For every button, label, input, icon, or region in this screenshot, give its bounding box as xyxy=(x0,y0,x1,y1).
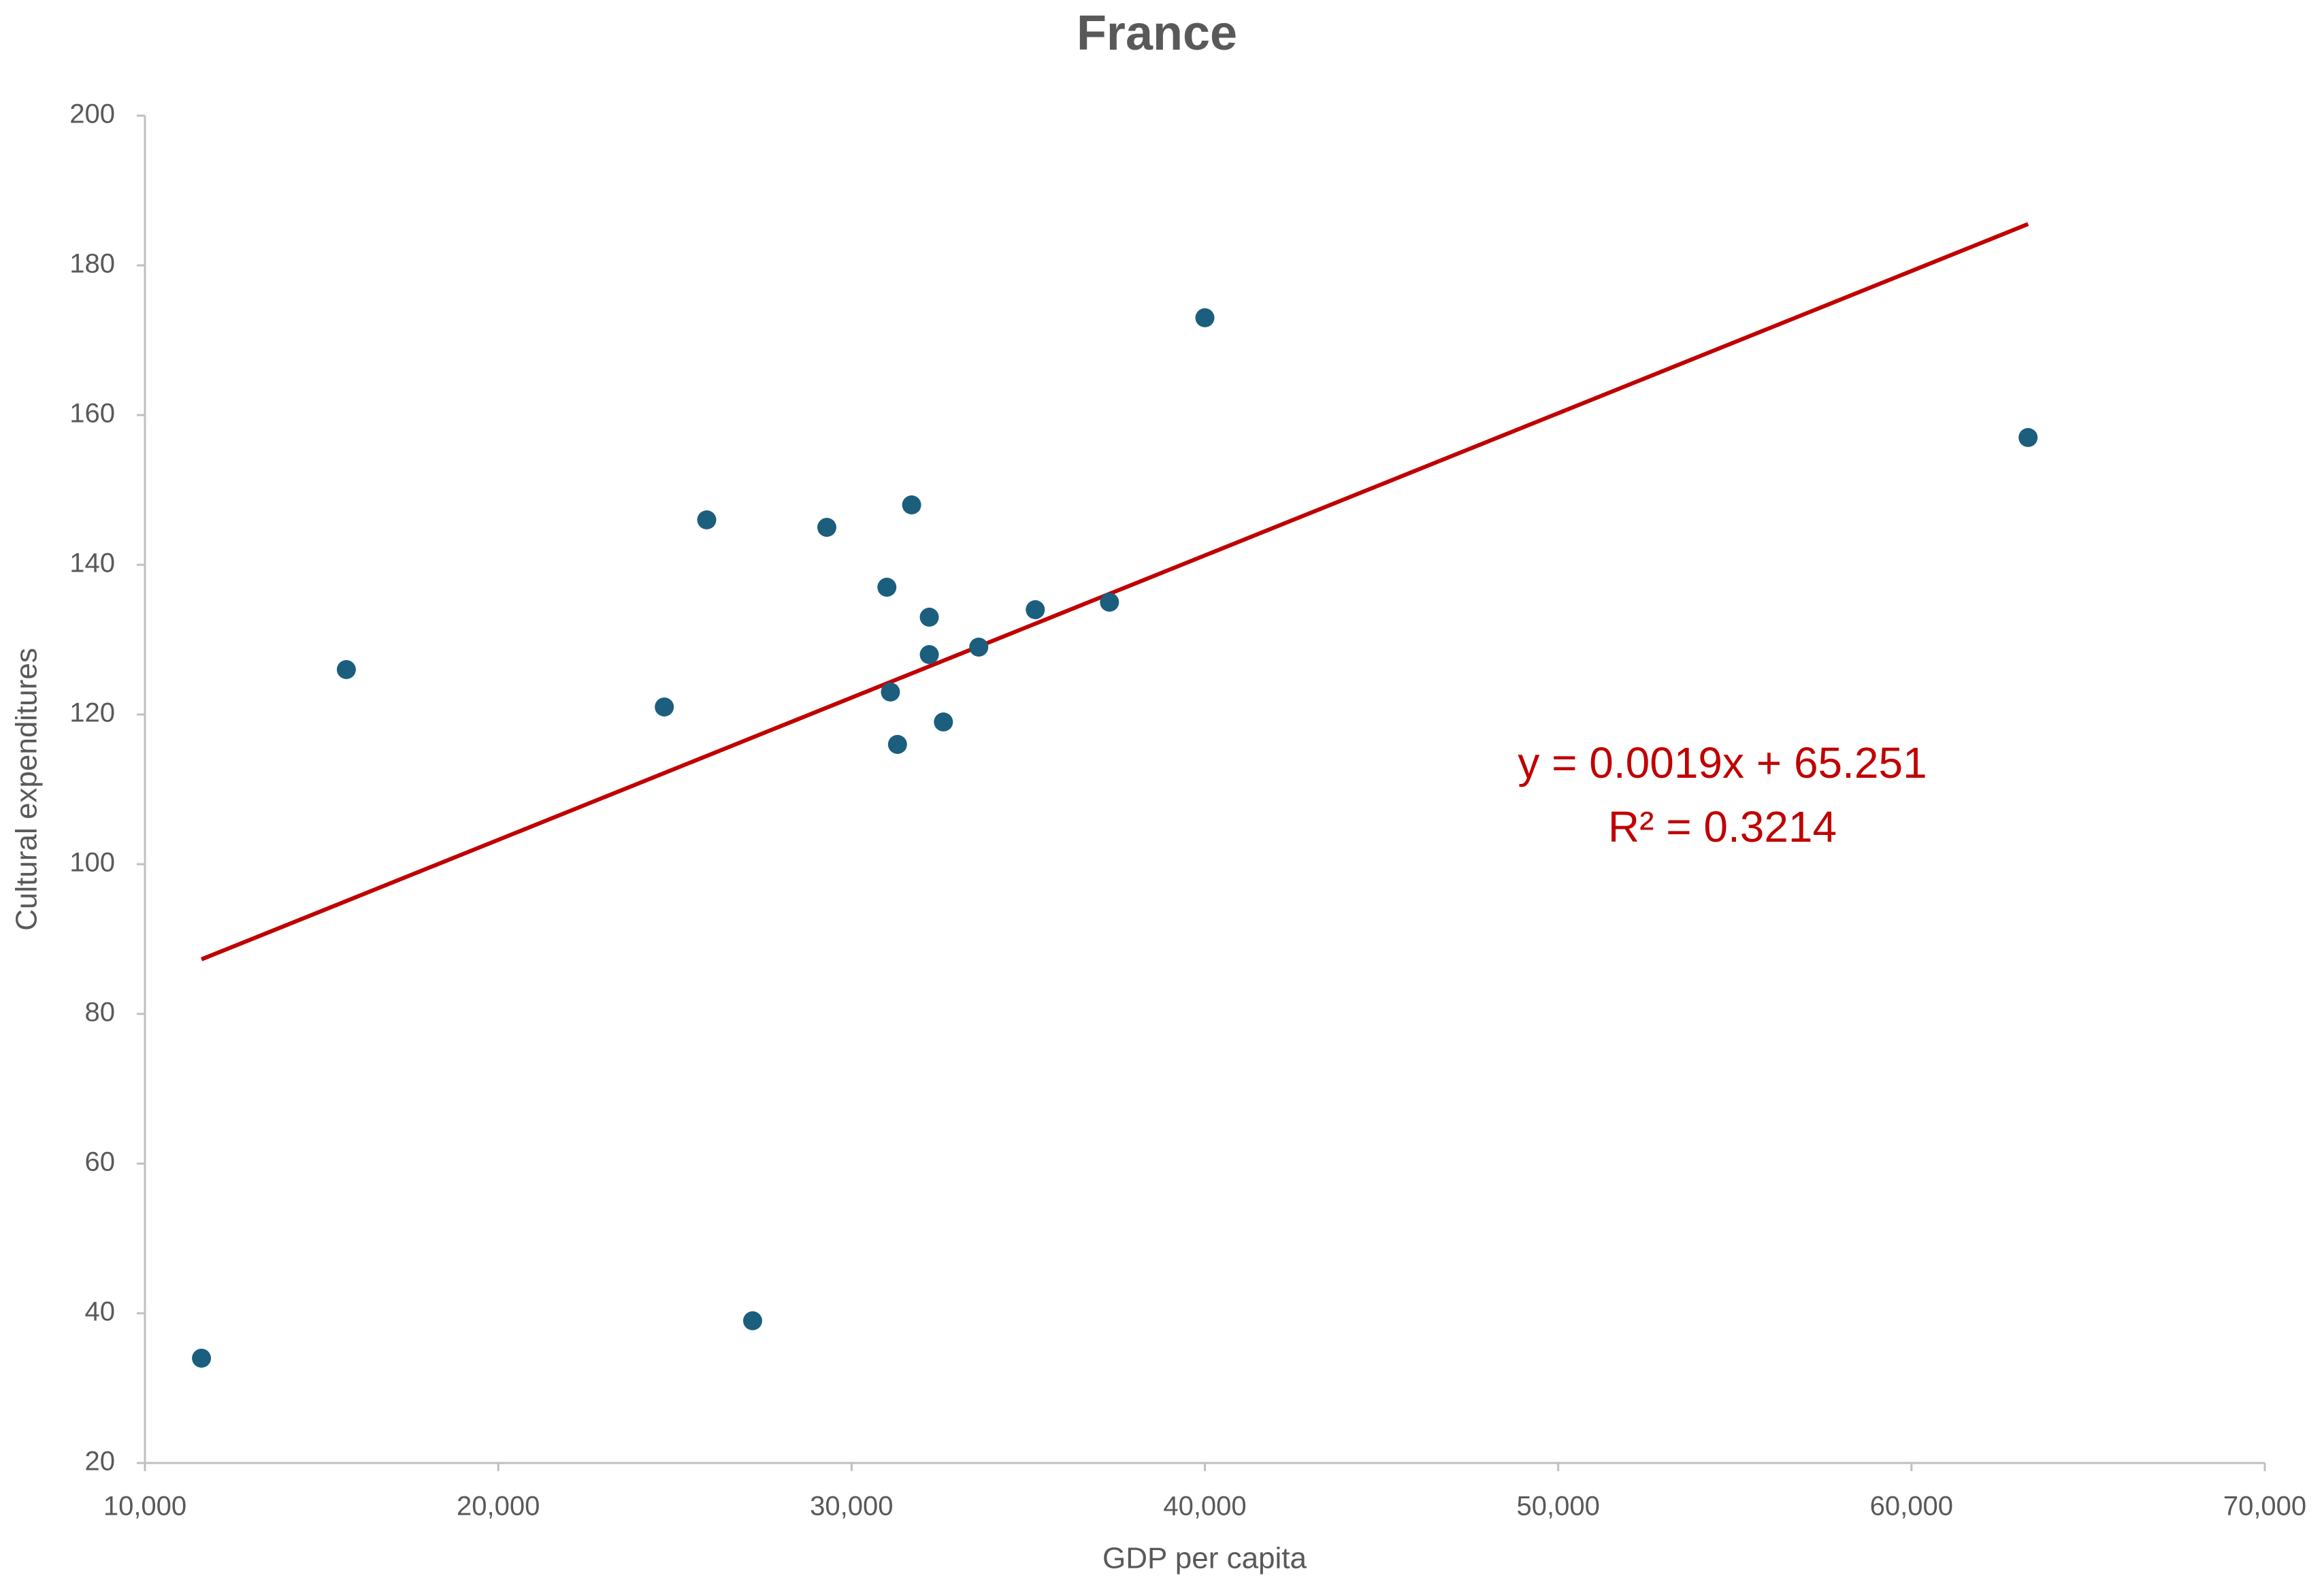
x-tick-label: 60,000 xyxy=(1870,1492,1953,1522)
y-tick-label: 120 xyxy=(69,698,115,728)
x-tick-label: 40,000 xyxy=(1163,1492,1246,1522)
data-point xyxy=(655,697,674,717)
x-tick-label: 70,000 xyxy=(2223,1492,2306,1522)
y-tick-label: 100 xyxy=(69,848,115,878)
y-tick-label: 60 xyxy=(85,1147,116,1177)
x-tick-label: 20,000 xyxy=(457,1492,540,1522)
trendline-equation: R² = 0.3214 xyxy=(1608,802,1837,851)
y-tick-label: 140 xyxy=(69,548,115,578)
data-point xyxy=(1100,593,1119,612)
data-point xyxy=(919,608,939,627)
data-point xyxy=(902,495,921,514)
data-point xyxy=(919,645,939,664)
y-tick-label: 200 xyxy=(69,99,115,129)
data-point xyxy=(1195,308,1215,327)
trendline xyxy=(200,222,2029,961)
data-point xyxy=(2018,428,2038,447)
data-point xyxy=(1026,600,1045,619)
data-point xyxy=(877,578,897,597)
y-tick-label: 180 xyxy=(69,249,115,279)
data-point xyxy=(887,735,907,754)
data-point xyxy=(881,683,900,702)
data-point xyxy=(934,712,953,731)
y-tick-label: 40 xyxy=(85,1297,116,1327)
y-tick-label: 20 xyxy=(85,1447,116,1477)
x-tick-label: 30,000 xyxy=(810,1492,893,1522)
data-point xyxy=(192,1349,212,1368)
y-axis-label: Cultural expenditures xyxy=(10,648,44,931)
y-tick-label: 80 xyxy=(85,998,116,1027)
x-tick-label: 50,000 xyxy=(1516,1492,1599,1522)
y-tick-label: 160 xyxy=(69,399,115,429)
chart-title: France xyxy=(1077,6,1237,61)
trendline-equation: y = 0.0019x + 65.251 xyxy=(1518,738,1927,787)
data-point xyxy=(336,660,356,679)
data-point xyxy=(817,518,836,537)
x-axis-label: GDP per capita xyxy=(1102,1542,1307,1575)
data-point xyxy=(742,1311,762,1330)
data-point xyxy=(697,510,717,529)
data-point xyxy=(969,638,989,657)
x-tick-label: 10,000 xyxy=(103,1492,186,1522)
